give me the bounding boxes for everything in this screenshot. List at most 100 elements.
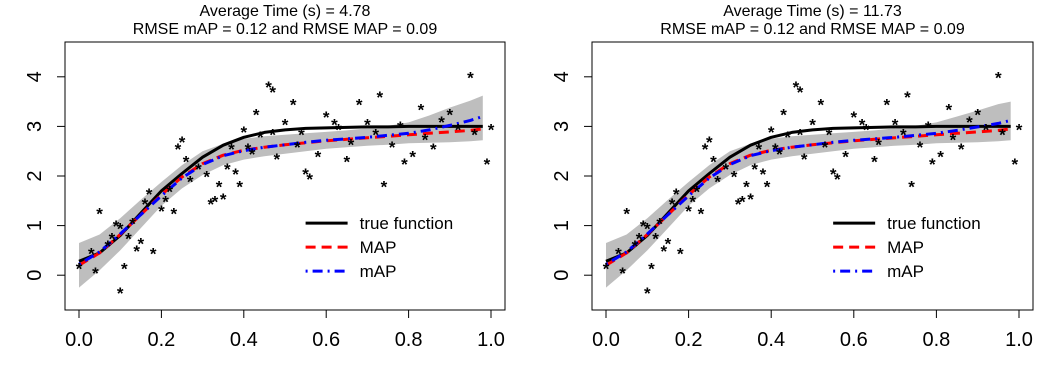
data-point: * — [958, 140, 965, 159]
data-point: * — [265, 78, 272, 97]
data-point: * — [665, 234, 672, 253]
data-point: * — [937, 148, 944, 167]
plot-frame — [64, 41, 506, 311]
data-point: * — [343, 153, 350, 172]
data-point: * — [900, 125, 907, 144]
data-point: * — [966, 113, 973, 132]
data-point: * — [92, 264, 99, 283]
data-point: * — [438, 113, 445, 132]
data-point: * — [871, 153, 878, 172]
data-point: * — [809, 115, 816, 134]
data-point: * — [236, 177, 243, 196]
data-point: * — [306, 170, 313, 189]
data-point: * — [203, 168, 210, 187]
data-point: * — [929, 155, 936, 174]
data-point: * — [183, 153, 190, 172]
x-tick-label: 0.2 — [675, 329, 703, 351]
data-point: * — [768, 123, 775, 142]
data-point: * — [797, 125, 804, 144]
data-point: * — [331, 115, 338, 134]
data-point: * — [117, 220, 124, 239]
data-point: * — [644, 220, 651, 239]
data-point: * — [739, 192, 746, 211]
data-point: * — [397, 118, 404, 137]
data-point: * — [240, 123, 247, 142]
data-point: * — [133, 242, 140, 261]
data-point: * — [137, 234, 144, 253]
data-point: * — [619, 264, 626, 283]
data-point: * — [648, 259, 655, 278]
data-point: * — [455, 120, 462, 139]
data-point: * — [830, 165, 837, 184]
series-line-map — [78, 115, 484, 266]
data-point: * — [294, 138, 301, 157]
data-point: * — [166, 182, 173, 201]
data-point: * — [220, 190, 227, 209]
data-point: * — [273, 150, 280, 169]
data-point: * — [282, 115, 289, 134]
x-tick-label: 0.4 — [757, 329, 785, 351]
data-point: * — [298, 125, 305, 144]
data-point: * — [335, 120, 342, 139]
data-point: * — [389, 138, 396, 157]
data-point: * — [113, 217, 120, 236]
data-point: * — [615, 244, 622, 263]
data-point: * — [212, 192, 219, 211]
x-tick-label: 0.4 — [230, 329, 258, 351]
data-point: * — [245, 140, 252, 159]
data-point: * — [780, 106, 787, 125]
data-point: * — [706, 133, 713, 152]
x-tick-label: 0.8 — [922, 329, 950, 351]
x-tick-label: 0.6 — [840, 329, 868, 351]
data-point: * — [121, 259, 128, 278]
data-point: * — [224, 160, 231, 179]
data-point: * — [751, 160, 758, 179]
data-point: * — [302, 165, 309, 184]
data-point: * — [784, 128, 791, 147]
data-point: * — [1016, 120, 1023, 139]
data-point: * — [702, 140, 709, 159]
data-point: * — [632, 237, 639, 256]
data-point: * — [430, 140, 437, 159]
data-point: * — [822, 138, 829, 157]
x-tick-label: 1.0 — [1005, 329, 1033, 351]
data-point: * — [162, 192, 169, 211]
data-point: * — [269, 83, 276, 102]
y-tick-label: 3 — [551, 121, 573, 132]
x-tick-label: 1.0 — [477, 329, 505, 351]
data-point: * — [826, 125, 833, 144]
data-point: * — [484, 155, 491, 174]
data-point: * — [731, 168, 738, 187]
data-point: * — [995, 68, 1002, 87]
data-point: * — [257, 128, 264, 147]
data-point: * — [603, 259, 610, 278]
data-point: * — [381, 177, 388, 196]
legend-label: mAP — [360, 262, 397, 281]
chart-title-line-2: RMSE mAP = 0.12 and RMSE MAP = 0.09 — [133, 21, 438, 38]
y-tick-label: 2 — [551, 170, 573, 181]
legend-label: MAP — [887, 238, 924, 257]
data-point: * — [175, 140, 182, 159]
data-point: * — [249, 145, 256, 164]
data-point: * — [974, 106, 981, 125]
data-point: * — [269, 125, 276, 144]
data-point: * — [760, 165, 767, 184]
data-point: * — [983, 120, 990, 139]
data-point: * — [372, 125, 379, 144]
series-line-true-function — [78, 124, 483, 263]
data-point: * — [356, 96, 363, 115]
data-point: * — [488, 120, 495, 139]
data-point: * — [422, 130, 429, 149]
data-point: * — [743, 177, 750, 196]
y-tick-label: 0 — [551, 270, 573, 281]
data-point: * — [673, 185, 680, 204]
data-point: * — [636, 230, 643, 249]
data-point: * — [776, 145, 783, 164]
data-point: * — [772, 140, 779, 159]
series-line-map — [605, 118, 1012, 266]
data-point: * — [315, 148, 322, 167]
data-point: * — [884, 96, 891, 115]
y-tick-label: 4 — [551, 71, 573, 82]
data-point: * — [418, 101, 425, 120]
data-point: * — [925, 118, 932, 137]
